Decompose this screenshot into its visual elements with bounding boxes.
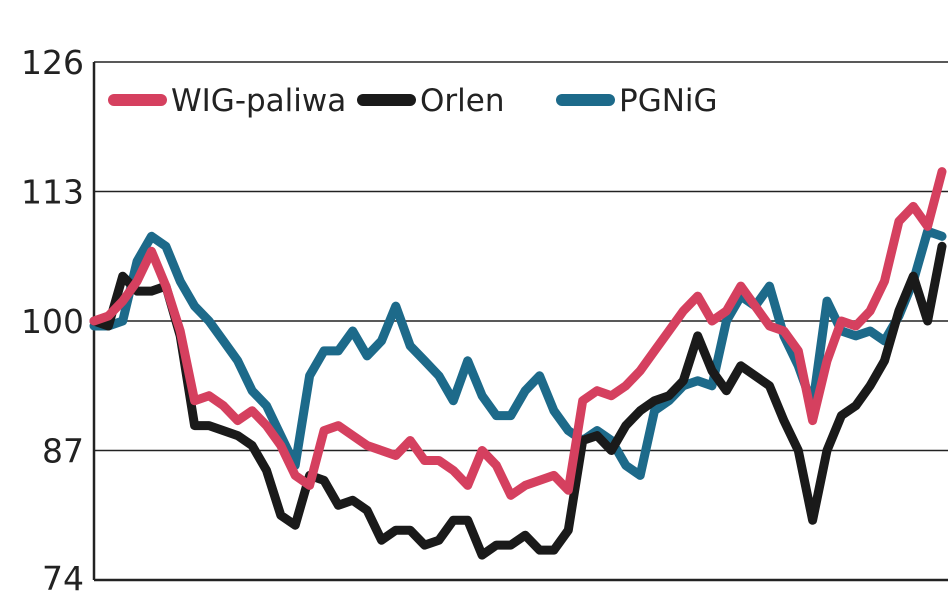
legend-label-orlen: Orlen: [420, 83, 504, 119]
series-line-wig-paliwa: [89, 167, 947, 500]
y-tick-label-87: 87: [42, 432, 84, 471]
legend-label-pgnig: PGNiG: [619, 83, 718, 119]
y-tick-label-126: 126: [21, 43, 84, 82]
series-line-orlen: [89, 241, 947, 560]
series-lines: [89, 167, 947, 560]
y-tick-labels: 126 113 100 87 74: [21, 43, 84, 593]
legend: WIG-paliwa Orlen PGNiG: [108, 83, 718, 119]
y-tick-label-100: 100: [21, 302, 84, 341]
y-tick-label-113: 113: [21, 173, 84, 212]
grid-lines: [94, 61, 948, 452]
y-tick-label-74: 74: [42, 559, 84, 593]
series-line-pgnig: [89, 226, 947, 480]
legend-label-wig-paliwa: WIG-paliwa: [171, 83, 346, 119]
